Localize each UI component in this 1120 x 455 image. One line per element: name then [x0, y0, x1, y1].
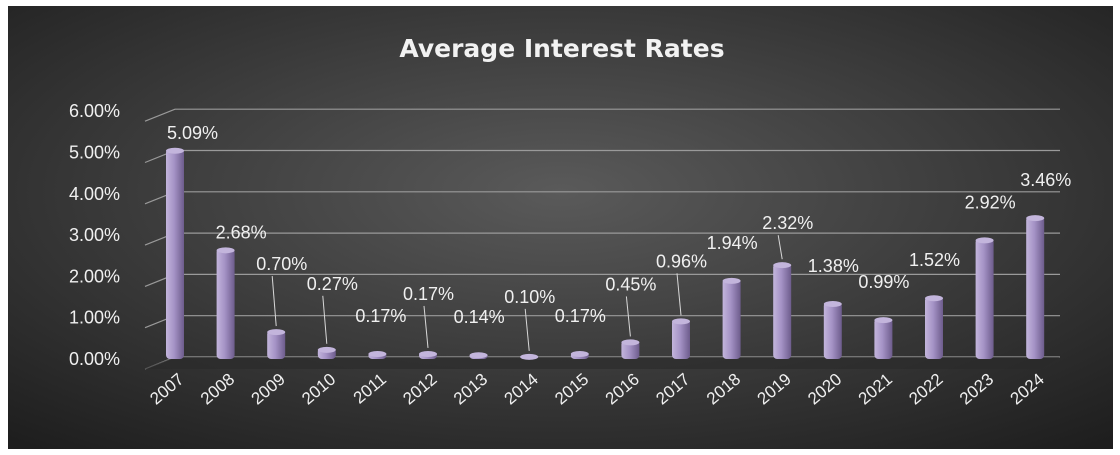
data-label: 0.17% — [355, 306, 406, 326]
bar-top — [267, 329, 286, 336]
leader-line — [676, 273, 682, 316]
bar-top — [874, 317, 893, 324]
data-label: 5.09% — [167, 123, 218, 143]
bar-top — [722, 277, 741, 284]
leader-line — [777, 235, 783, 260]
bar-top — [621, 339, 640, 346]
data-label: 2.92% — [965, 192, 1016, 212]
data-label: 2.68% — [216, 222, 267, 242]
bar — [267, 330, 286, 359]
data-label: 2.32% — [762, 213, 813, 233]
bar — [925, 296, 943, 359]
bar — [722, 278, 741, 359]
bar — [823, 302, 842, 359]
y-tick-label: 6.00% — [69, 101, 120, 121]
bar — [621, 340, 640, 359]
bar — [975, 238, 994, 359]
y-tick-label: 4.00% — [69, 184, 120, 204]
data-label: 0.70% — [256, 254, 307, 274]
bar — [773, 263, 792, 359]
data-label: 0.96% — [656, 251, 707, 271]
bar — [166, 148, 184, 359]
bars — [166, 147, 1045, 360]
data-label: 3.46% — [1020, 170, 1071, 190]
y-tick-label: 2.00% — [69, 266, 120, 286]
leader-line — [625, 296, 631, 337]
bar-top — [975, 237, 994, 244]
data-label: 0.14% — [454, 307, 505, 327]
bar — [1026, 216, 1045, 359]
bar-top — [773, 262, 792, 269]
chart-background — [8, 6, 1113, 449]
bar-top — [672, 318, 690, 325]
y-tick-label: 1.00% — [69, 308, 120, 328]
data-label: 1.38% — [808, 256, 859, 276]
data-label: 0.10% — [504, 287, 555, 307]
leader-line — [322, 295, 328, 344]
leader-line — [423, 305, 429, 349]
data-label: 0.17% — [403, 284, 454, 304]
bar-top — [925, 295, 943, 302]
bar-top — [469, 352, 488, 359]
bar-top — [166, 147, 184, 154]
leader-line — [271, 276, 277, 327]
bar-top — [368, 350, 387, 357]
y-tick-label: 5.00% — [69, 143, 120, 163]
data-label: 0.17% — [555, 306, 606, 326]
bar-top — [1026, 215, 1045, 222]
bar — [672, 319, 690, 359]
data-label: 1.94% — [707, 233, 758, 253]
bar-top — [823, 301, 842, 308]
bar-top — [317, 346, 336, 353]
chart-title: Average Interest Rates — [399, 34, 724, 63]
data-label: 1.52% — [909, 250, 960, 270]
data-label: 0.27% — [307, 274, 358, 294]
y-tick-label: 3.00% — [69, 225, 120, 245]
bar-top — [419, 350, 437, 357]
bar — [874, 318, 893, 359]
bar-top — [570, 350, 589, 357]
y-axis-tick-labels: 0.00% 1.00% 2.00% 3.00% 4.00% 5.00% 6.00% — [69, 101, 120, 369]
data-label: 0.99% — [858, 272, 909, 292]
bar — [216, 248, 235, 359]
bar-top — [520, 353, 539, 360]
gridline — [144, 108, 1060, 122]
y-tick-label: 0.00% — [69, 349, 120, 369]
data-label: 0.45% — [605, 274, 656, 294]
data-labels: 5.09%2.68%0.70%0.27%0.17%0.17%0.14%0.10%… — [167, 123, 1071, 351]
bar-top — [216, 247, 235, 254]
chart-floor — [143, 357, 1060, 369]
leader-line — [524, 308, 530, 351]
